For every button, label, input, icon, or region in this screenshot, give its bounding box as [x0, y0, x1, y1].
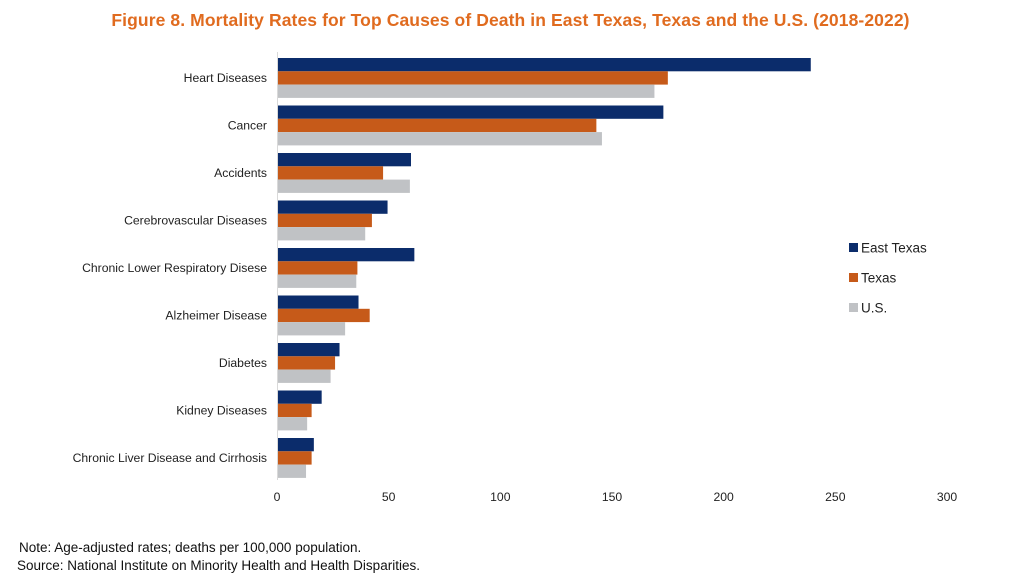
- bar-u-s--1: [277, 132, 602, 146]
- x-tick-label: 150: [602, 490, 623, 504]
- bar-east-texas-2: [277, 153, 411, 167]
- category-label: Accidents: [214, 166, 267, 180]
- legend-label: Texas: [861, 271, 897, 286]
- category-label: Kidney Diseases: [176, 403, 267, 417]
- bar-east-texas-1: [277, 105, 664, 119]
- legend-label: U.S.: [861, 301, 887, 316]
- legend-label: East Texas: [861, 241, 927, 256]
- bar-u-s--0: [277, 84, 655, 98]
- category-labels: Heart Diseases Cancer Accidents Cerebrovasc…: [73, 71, 268, 465]
- x-tick-label: 100: [490, 490, 511, 504]
- x-tick-label: 250: [825, 490, 846, 504]
- bar-u-s--7: [277, 417, 308, 431]
- category-label: Cerebrovascular Diseases: [124, 213, 267, 227]
- bar-u-s--4: [277, 274, 357, 288]
- bar-u-s--8: [277, 464, 307, 478]
- chart-title: Figure 8. Mortality Rates for Top Causes…: [111, 10, 910, 30]
- category-label: Cancer: [228, 118, 267, 132]
- chart-note: Note: Age-adjusted rates; deaths per 100…: [19, 540, 362, 555]
- bar-east-texas-7: [277, 390, 322, 404]
- legend: East Texas Texas U.S.: [849, 241, 927, 316]
- bar-texas-2: [277, 166, 384, 180]
- bar-texas-5: [277, 308, 370, 323]
- category-label: Alzheimer Disease: [165, 308, 267, 322]
- chart-source: Source: National Institute on Minority H…: [17, 558, 420, 573]
- bar-east-texas-0: [277, 58, 811, 72]
- bar-east-texas-4: [277, 248, 415, 262]
- bar-texas-3: [277, 213, 372, 228]
- x-tick-label: 200: [713, 490, 734, 504]
- category-label: Chronic Liver Disease and Cirrhosis: [73, 451, 267, 465]
- x-tick-label: 300: [937, 490, 958, 504]
- bar-texas-7: [277, 403, 312, 418]
- x-tick-label: 0: [274, 490, 281, 504]
- bar-u-s--3: [277, 227, 366, 241]
- bar-east-texas-6: [277, 343, 340, 357]
- legend-swatch: [849, 243, 858, 252]
- bar-u-s--6: [277, 369, 331, 383]
- category-label: Heart Diseases: [184, 71, 267, 85]
- bar-texas-0: [277, 71, 668, 85]
- category-label: Chronic Lower Respiratory Disese: [82, 261, 267, 275]
- bar-east-texas-5: [277, 295, 359, 309]
- bar-texas-4: [277, 261, 358, 275]
- x-tick-labels: 0 50 100 150 200 250 300: [274, 490, 958, 504]
- bar-texas-6: [277, 356, 336, 370]
- x-tick-label: 50: [382, 490, 396, 504]
- bar-u-s--5: [277, 322, 346, 336]
- bar-u-s--2: [277, 179, 410, 193]
- category-label: Diabetes: [219, 356, 267, 370]
- bar-east-texas-3: [277, 200, 388, 214]
- bars-group: [277, 58, 811, 478]
- bar-east-texas-8: [277, 438, 314, 452]
- bar-texas-1: [277, 118, 597, 133]
- bar-texas-8: [277, 451, 312, 465]
- legend-swatch: [849, 273, 858, 282]
- legend-swatch: [849, 303, 858, 312]
